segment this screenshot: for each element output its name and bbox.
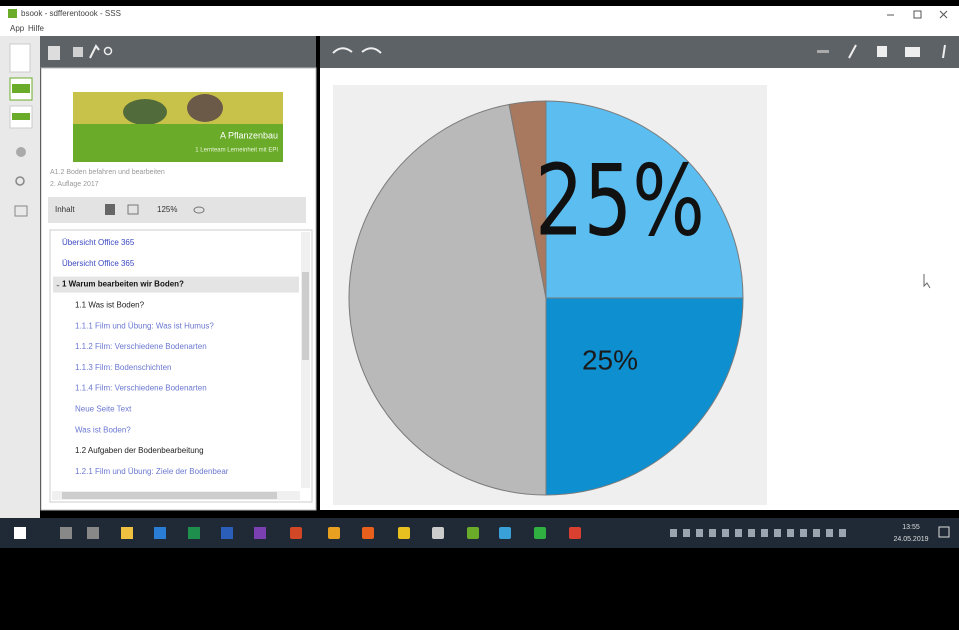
tool-icon[interactable] — [877, 46, 887, 57]
tool-icon[interactable] — [817, 50, 829, 53]
taskbar-app[interactable] — [121, 527, 133, 539]
tool-icon[interactable] — [105, 204, 115, 215]
tool-icon[interactable] — [16, 147, 26, 157]
toc-item[interactable]: 1.1.1 Film und Übung: Was ist Humus? — [75, 321, 214, 330]
taskbar-app[interactable] — [14, 527, 26, 539]
tray-icon[interactable] — [813, 529, 820, 537]
toc-item[interactable]: 1.1.3 Film: Bodenschichten — [75, 363, 172, 372]
toc-item[interactable]: Neue Seite Text — [75, 405, 132, 414]
banner-photo — [73, 92, 283, 128]
taskbar-app[interactable] — [290, 527, 302, 539]
taskbar-app[interactable] — [534, 527, 546, 539]
handwritten-label: 25% — [535, 143, 705, 258]
taskbar-app[interactable] — [432, 527, 444, 539]
toc-item[interactable]: 1.1.2 Film: Verschiedene Bodenarten — [75, 342, 207, 351]
taskbar-app[interactable] — [254, 527, 266, 539]
app-icon — [8, 9, 17, 18]
toc-item[interactable]: 1.1.4 Film: Verschiedene Bodenarten — [75, 384, 207, 393]
taskbar-app[interactable] — [188, 527, 200, 539]
tray-icon[interactable] — [800, 529, 807, 537]
banner-photo-detail — [187, 94, 223, 122]
toc-item[interactable]: Was ist Boden? — [75, 425, 131, 434]
toc-item[interactable]: 1 Warum bearbeiten wir Boden? — [62, 280, 184, 289]
banner-photo-detail — [123, 99, 167, 125]
tray-icon[interactable] — [826, 529, 833, 537]
book-line: A1.2 Boden befahren und bearbeiten — [50, 169, 165, 176]
slice-label: 25% — [582, 344, 638, 375]
clock-time: 13:55 — [902, 524, 920, 531]
page: bsook - sdfferentoook - SSS App Hilfe A … — [0, 0, 959, 630]
view-select[interactable]: Inhalt — [55, 205, 75, 214]
taskbar-app[interactable] — [154, 527, 166, 539]
tray-icon[interactable] — [787, 529, 794, 537]
menu-item[interactable]: Hilfe — [28, 24, 45, 33]
taskbar-app[interactable] — [60, 527, 72, 539]
tool-icon[interactable] — [73, 47, 83, 57]
book-line: 2. Auflage 2017 — [50, 181, 99, 188]
tray-icon[interactable] — [696, 529, 703, 537]
thumbnail-band — [12, 84, 30, 93]
menu-item[interactable]: App — [10, 24, 25, 33]
banner-subtitle: 1 Lernteam Lerneinheit mit EPI — [195, 148, 278, 154]
taskbar-app[interactable] — [398, 527, 410, 539]
h-scrollbar-thumb[interactable] — [62, 492, 277, 499]
tray-icon[interactable] — [839, 529, 846, 537]
window-title: bsook - sdfferentoook - SSS — [21, 9, 121, 18]
banner-title: A Pflanzenbau — [220, 130, 278, 140]
tray-icon[interactable] — [735, 529, 742, 537]
tray-icon[interactable] — [683, 529, 690, 537]
clock-date: 24.05.2019 — [893, 536, 928, 543]
taskbar-app[interactable] — [221, 527, 233, 539]
taskbar-app[interactable] — [569, 527, 581, 539]
tray-icon[interactable] — [670, 529, 677, 537]
expand-arrow: ⌄ — [55, 281, 61, 288]
toc-item[interactable]: 1.2 Aufgaben der Bodenbearbeitung — [75, 446, 204, 455]
tray-icon[interactable] — [774, 529, 781, 537]
tray-icon[interactable] — [709, 529, 716, 537]
taskbar-app[interactable] — [328, 527, 340, 539]
main-toolbar — [320, 36, 959, 68]
taskbar-app[interactable] — [467, 527, 479, 539]
tool-icon[interactable] — [48, 46, 60, 60]
taskbar-app[interactable] — [362, 527, 374, 539]
zoom-level[interactable]: 125% — [157, 205, 177, 214]
taskbar-app[interactable] — [499, 527, 511, 539]
title-bar — [0, 6, 959, 36]
toc-item[interactable]: Übersicht Office 365 — [62, 259, 135, 268]
toc-item[interactable]: 1.1 Was ist Boden? — [75, 301, 145, 310]
tray-icon[interactable] — [748, 529, 755, 537]
thumbnail-band — [12, 113, 30, 120]
tool-icon[interactable] — [905, 47, 920, 57]
scrollbar-thumb[interactable] — [302, 272, 309, 360]
screen: bsook - sdfferentoook - SSS App Hilfe A … — [0, 0, 959, 630]
thumbnail[interactable] — [10, 44, 30, 72]
toc-item[interactable]: 1.2.1 Film und Übung: Ziele der Bodenbea… — [75, 467, 229, 476]
tray-icon[interactable] — [722, 529, 729, 537]
taskbar-app[interactable] — [87, 527, 99, 539]
toc-item[interactable]: Übersicht Office 365 — [62, 238, 135, 247]
tray-icon[interactable] — [761, 529, 768, 537]
